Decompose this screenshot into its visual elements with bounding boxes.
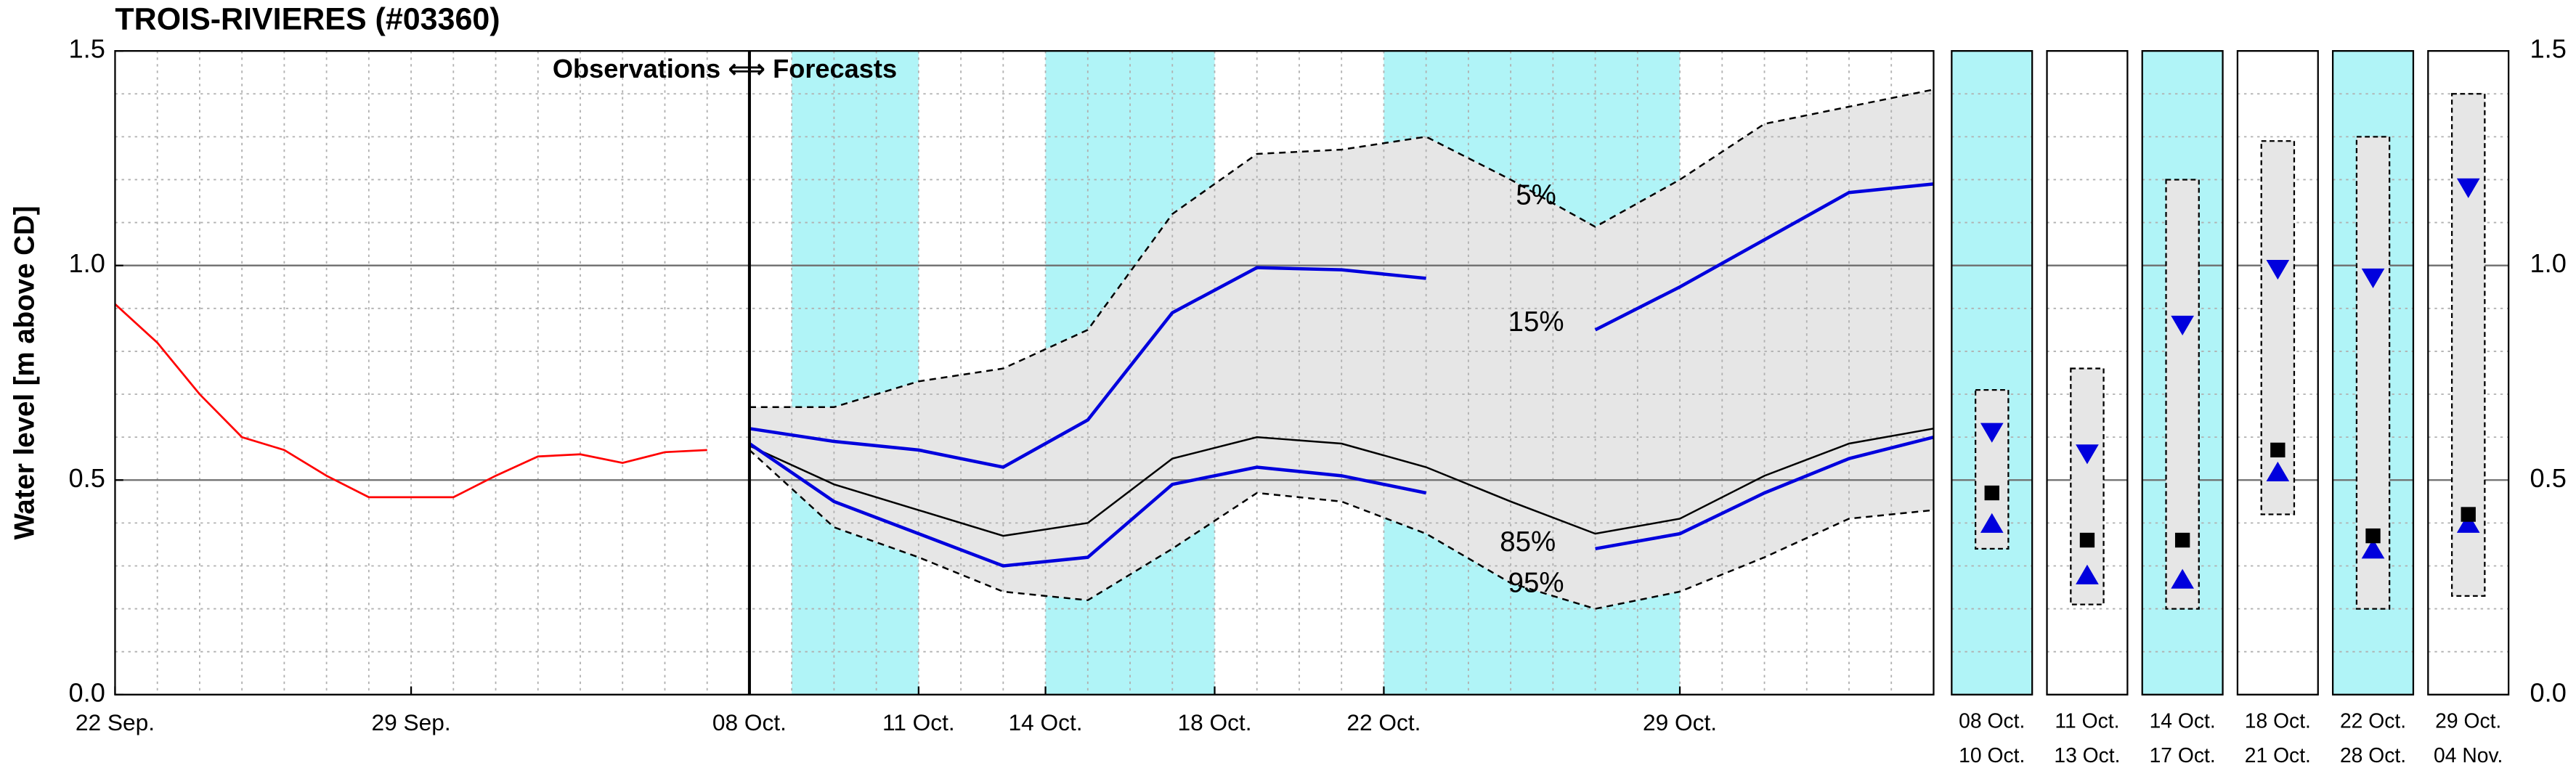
- panel-from-label: 18 Oct.: [2245, 709, 2311, 733]
- panel-range-box: [2165, 179, 2200, 610]
- panel-to-label: 04 Nov.: [2434, 743, 2503, 767]
- panel-square: [2270, 442, 2286, 458]
- panel-down-triangle: [2361, 268, 2385, 288]
- forecast-line: [749, 449, 1934, 610]
- panel-up-triangle: [2361, 539, 2385, 559]
- forecast-line: [748, 435, 1935, 568]
- panel-square: [2461, 507, 2476, 522]
- panel-to-label: 17 Oct.: [2150, 743, 2216, 767]
- panel-to-label: 21 Oct.: [2245, 743, 2311, 767]
- panel-up-triangle: [2456, 513, 2480, 533]
- x-tick-label: 22 Oct.: [1346, 709, 1421, 735]
- y-tick-label: 1.0: [69, 248, 105, 278]
- y2-tick-label: 0.0: [2530, 677, 2567, 707]
- y2-tick-label: 1.0: [2530, 248, 2567, 278]
- panel-frame: [2046, 49, 2129, 695]
- panel-frame: [2141, 49, 2224, 695]
- x-tick-label: 14 Oct.: [1009, 709, 1083, 735]
- x-tick-label: 29 Sep.: [372, 709, 451, 735]
- panel-to-label: 28 Oct.: [2340, 743, 2406, 767]
- panel-square: [1984, 485, 1999, 501]
- panel-from-label: 29 Oct.: [2435, 709, 2501, 733]
- observation-line: [114, 303, 707, 499]
- panel-up-triangle: [2076, 564, 2099, 584]
- panel-from-label: 14 Oct.: [2150, 709, 2216, 733]
- shaded-range: [792, 51, 919, 695]
- panel-up-triangle: [2171, 568, 2194, 589]
- series-label: 15%: [1508, 306, 1564, 338]
- panel-down-triangle: [2076, 444, 2099, 465]
- panel-down-triangle: [2266, 260, 2290, 280]
- forecast-line: [749, 182, 1934, 469]
- panel-square: [2079, 532, 2095, 548]
- panel-from-label: 08 Oct.: [1959, 709, 2025, 733]
- panel-to-label: 13 Oct.: [2054, 743, 2120, 767]
- x-tick-label: 08 Oct.: [712, 709, 787, 735]
- panel-from-label: 11 Oct.: [2055, 709, 2119, 733]
- x-tick-label: 22 Sep.: [76, 709, 155, 735]
- series-label: 85%: [1500, 526, 1556, 558]
- x-tick-label: 11 Oct.: [882, 709, 955, 735]
- plot-frame: [114, 49, 1935, 695]
- panel-to-label: 10 Oct.: [1959, 743, 2025, 767]
- panel-from-label: 22 Oct.: [2340, 709, 2406, 733]
- panel-frame: [2236, 49, 2319, 695]
- panel-frame: [2331, 49, 2415, 695]
- panel-frame: [2427, 49, 2510, 695]
- series-label: 5%: [1516, 180, 1556, 211]
- panel-range-box: [2260, 140, 2296, 515]
- forecast-line: [749, 89, 1934, 409]
- y-axis-label: Water level [m above CD]: [9, 205, 40, 539]
- panel-frame: [1951, 49, 2033, 695]
- annotation: Observations ⟺ Forecasts: [553, 54, 897, 83]
- panel-square: [2365, 528, 2381, 544]
- series-label: 95%: [1508, 567, 1564, 598]
- forecast-line: [749, 428, 1934, 537]
- panel-up-triangle: [1980, 513, 2004, 533]
- panel-down-triangle: [1980, 423, 2004, 443]
- panel-down-triangle: [2171, 315, 2194, 336]
- x-tick-label: 18 Oct.: [1177, 709, 1251, 735]
- panel-down-triangle: [2456, 178, 2480, 198]
- panel-square: [2174, 532, 2190, 548]
- y2-tick-label: 1.5: [2530, 34, 2567, 64]
- x-tick-label: 29 Oct.: [1643, 709, 1717, 735]
- panel-up-triangle: [2266, 461, 2290, 482]
- y-tick-label: 0.5: [69, 463, 105, 493]
- panel-background: [1951, 51, 2033, 695]
- y-tick-label: 1.5: [69, 34, 105, 64]
- chart-title: TROIS-RIVIERES (#03360): [115, 2, 500, 37]
- y-tick-label: 0.0: [69, 677, 105, 707]
- panel-range-box: [2070, 367, 2105, 605]
- y2-tick-label: 0.5: [2530, 463, 2567, 493]
